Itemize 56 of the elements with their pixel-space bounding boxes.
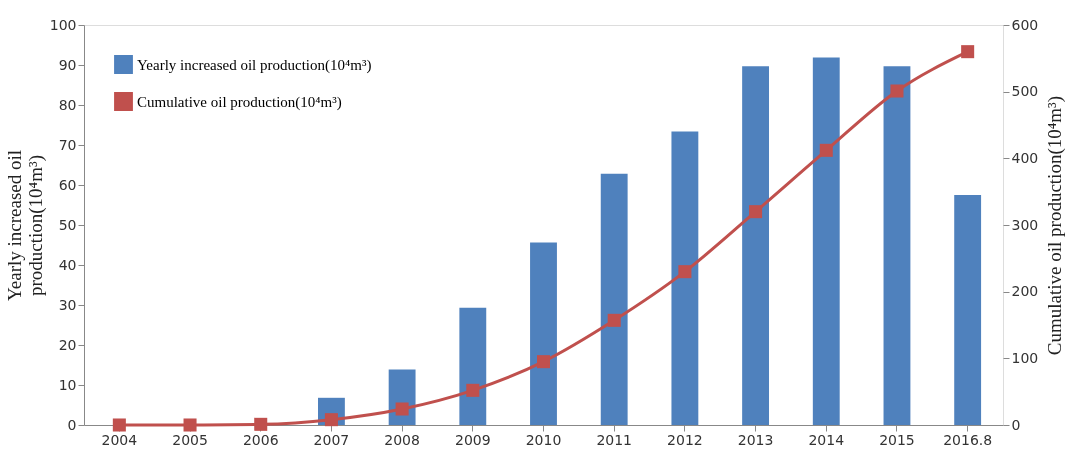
point [536,355,551,369]
y-tick-label: 80 [58,96,77,113]
point [466,383,480,397]
y-tick-label: 20 [58,336,77,353]
x-tick-label: 2012 [667,431,703,448]
x-tick-label: 2008 [384,431,420,448]
y2-tick-label: 400 [1011,149,1039,166]
point [819,143,833,157]
point [183,418,197,432]
y2-axis-title: Cumulative oil production(10⁴m³) [1044,95,1067,356]
point [395,402,409,416]
y2-tick-label: 0 [1011,416,1021,433]
x-tick-label: 2006 [242,431,279,448]
bar [530,242,557,425]
y-tick-label: 40 [58,256,77,273]
x-tick-label: 2007 [313,431,350,448]
bar [459,307,487,425]
bar [883,66,911,425]
y2-tick-label: 300 [1011,216,1039,233]
y-tick-label: 30 [58,296,77,313]
x-tick-label: 2009 [454,431,491,448]
x-tick-label: 2014 [808,431,845,448]
point [749,205,763,219]
y-axis-title: Yearly increased oil production(10⁴m³) [3,149,47,302]
y2-tick-label: 200 [1011,283,1039,300]
y-tick-label: 90 [58,56,77,73]
x-tick-label: 2011 [596,431,633,448]
bar [600,173,628,425]
x-tick-label: 2004 [101,431,138,448]
legend-label: Yearly increased oil production(10⁴m³) [137,56,372,74]
bar [742,66,770,425]
bar [671,131,699,425]
y2-tick-label: 500 [1011,83,1039,100]
x-tick-label: 2010 [525,431,562,448]
y-tick-label: 60 [58,176,77,193]
point [254,417,268,431]
point [961,45,975,59]
bar [954,195,982,425]
x-tick-label: 2013 [737,431,774,448]
y2-tick-label: 600 [1011,16,1039,33]
y-tick-label: 0 [67,416,77,433]
point [112,418,126,432]
y2-tick-label: 100 [1011,349,1039,366]
y-tick-label: 50 [58,216,77,233]
y-tick-label: 10 [58,376,77,393]
x-tick-label: 2015 [879,431,915,448]
bar [812,57,840,425]
x-tick-label: 2016.8 [943,431,993,448]
point [890,84,904,98]
y-tick-label: 70 [58,136,77,153]
point [607,313,621,327]
legend-label: Cumulative oil production(10⁴m³) [137,93,342,111]
point [324,413,338,427]
y-tick-label: 100 [49,16,77,33]
x-tick-label: 2005 [172,431,208,448]
point [678,265,692,279]
